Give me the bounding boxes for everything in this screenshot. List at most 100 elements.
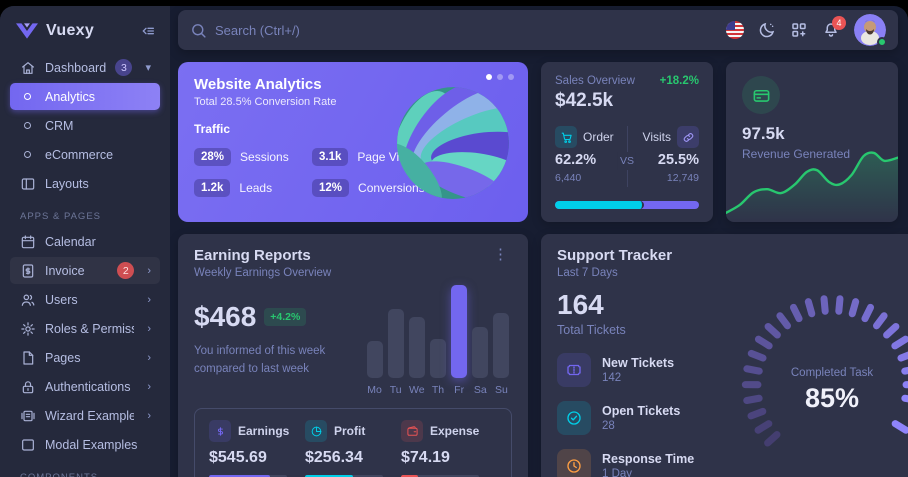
earnings-note-line1: You informed of this week [194,344,326,357]
more-options-icon[interactable]: ⋮ [493,246,508,263]
bar-label: Tu [389,384,402,396]
notification-badge: 4 [832,16,846,30]
sidebar-item-layouts[interactable]: Layouts [10,170,160,197]
sidebar-item-modal-examples[interactable]: Modal Examples [10,431,160,458]
sidebar-item-calendar[interactable]: Calendar [10,228,160,255]
sidebar-item-ecommerce[interactable]: eCommerce [10,141,160,168]
bar-we [408,317,425,378]
bar-mo [366,341,383,378]
gauge-value: 85% [804,382,860,413]
visits-stat: Visits 25.5% 12,749 [643,126,699,191]
gear-icon [19,320,36,337]
sidebar-item-roles-permissions[interactable]: Roles & Permissions › [10,315,160,342]
support-item-new-tickets: New Tickets 142 [557,353,732,387]
search-icon[interactable] [190,22,207,39]
sidebar-item-analytics[interactable]: Analytics [10,83,160,110]
traffic-stat-label: Sessions [240,150,289,164]
bar-column: Fr [451,285,468,396]
sales-amount: $42.5k [555,90,614,111]
summary-progress-track [209,475,287,477]
sidebar-item-dashboard[interactable]: Dashboard 3 ▾ [10,54,160,81]
sidebar-item-wizard-examples[interactable]: Wizard Examples › [10,402,160,429]
order-visits-progress-bar [555,201,699,209]
top-navbar: 4 [178,10,898,50]
sidebar-item-label: Pages [45,350,81,365]
sidebar-item-label: Authentications [45,379,131,394]
dollar-icon [209,420,231,442]
chevron-right-icon: › [147,322,151,335]
bar-label: Th [431,384,445,396]
support-tracker-title: Support Tracker [557,247,673,264]
support-item-value: 142 [602,372,622,384]
total-tickets-value: 164 [557,289,604,320]
sidebar-item-crm[interactable]: CRM [10,112,160,139]
search-input[interactable] [215,22,537,38]
wizard-icon [19,407,36,424]
support-item-open-tickets: Open Tickets 28 [557,401,732,435]
completed-task-gauge: Completed Task 85% [732,279,908,477]
visits-count: 12,749 [666,172,699,184]
notifications-bell-icon[interactable]: 4 [822,16,846,39]
app-window: Vuexy Dashboard 3 ▾ Analytics CRM eCommerce La… [0,6,908,477]
sidebar: Vuexy Dashboard 3 ▾ Analytics CRM eCommerce La… [0,6,170,477]
bar-column: Mo [366,341,383,396]
earning-reports-subtitle: Weekly Earnings Overview [194,267,332,279]
revenue-line-chart [726,136,898,222]
bar-label: Fr [454,384,465,396]
modal-icon [19,436,36,453]
bar-label: Mo [367,384,382,396]
gauge-label: Completed Task [790,366,874,379]
bar-label: Su [495,384,508,396]
user-avatar[interactable] [854,14,887,47]
theme-moon-icon[interactable] [758,21,776,39]
sidebar-item-invoice[interactable]: Invoice 2 › [10,257,160,284]
order-stat: Order 62.2% 6,440 [555,126,614,191]
carousel-dot[interactable] [497,74,503,80]
sidebar-badge: 2 [117,262,135,279]
chevron-right-icon: › [147,264,151,277]
sidebar-collapse-icon[interactable] [140,23,156,39]
revenue-label: Revenue Generated [742,147,851,161]
sales-change-badge: +18.2% [659,75,699,87]
sales-overview-title: Sales Overview [555,75,635,87]
sidebar-item-label: Calendar [45,234,96,249]
bar-label: We [409,384,425,396]
traffic-stat-value: 3.1k [312,148,349,166]
bar-column: Tu [387,309,404,396]
carousel-dot[interactable] [486,74,492,80]
bar-column: Th [429,339,446,396]
language-flag-icon[interactable] [726,21,744,39]
decorative-sphere-image [397,87,509,199]
sidebar-item-label: Wizard Examples [45,408,135,423]
sidebar-item-users[interactable]: Users › [10,286,160,313]
support-item-response-time: Response Time 1 Day [557,449,732,477]
shortcuts-grid-icon[interactable] [790,21,808,39]
link-icon [677,126,699,148]
support-item-label: New Tickets [602,356,675,370]
wallet-icon [401,420,423,442]
sidebar-section-label: Apps & Pages [20,211,101,222]
dot-icon [19,88,36,105]
support-item-label: Open Tickets [602,404,681,418]
vuexy-logo-icon [16,23,38,39]
summary-progress-track [305,475,383,477]
support-item-label: Response Time [602,452,695,466]
earnings-note-line2: compared to last week [194,362,310,375]
chevron-right-icon: › [147,293,151,306]
summary-stat-profit: Profit $256.34 [305,420,401,477]
sidebar-item-authentications[interactable]: Authentications › [10,373,160,400]
bar-column: Sa [472,327,489,396]
bar-column: Su [493,313,510,396]
carousel-dot[interactable] [508,74,514,80]
order-label: Order [583,130,614,144]
chevron-right-icon: › [147,351,151,364]
bar-su [493,313,510,378]
support-item-value: 28 [602,420,615,432]
sales-overview-card: Sales Overview +18.2% $42.5k Order 62.2% [541,62,713,222]
traffic-label: Traffic [194,122,231,136]
pie-icon [305,420,327,442]
bar-tu [387,309,404,378]
bar-label: Sa [473,384,487,396]
sidebar-item-pages[interactable]: Pages › [10,344,160,371]
weekly-earnings-amount: $468 [194,300,257,332]
